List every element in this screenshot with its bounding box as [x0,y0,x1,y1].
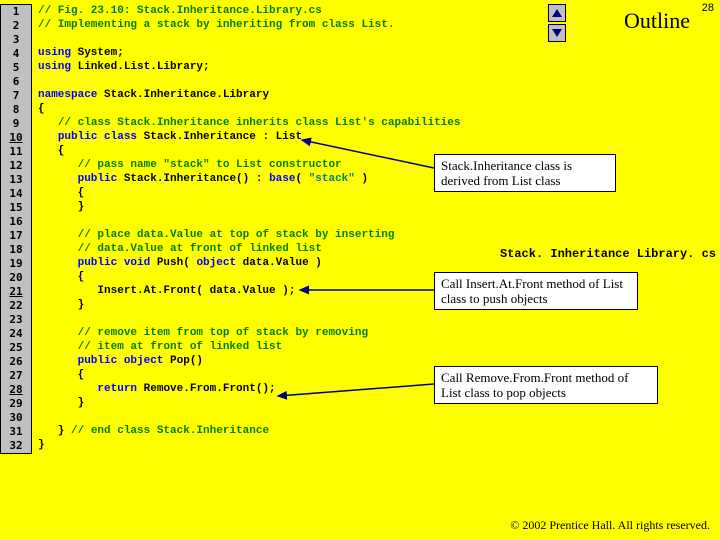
line-number: 20 [1,271,31,285]
code-line: // class Stack.Inheritance inherits clas… [38,116,460,130]
line-number: 22 [1,299,31,313]
line-number: 26 [1,355,31,369]
line-number: 7 [1,89,31,103]
line-number: 21 [1,285,31,299]
code-line: public Stack.Inheritance() : base( "stac… [38,172,460,186]
line-number: 23 [1,313,31,327]
line-number: 10 [1,131,31,145]
line-number: 12 [1,159,31,173]
code-line [38,74,460,88]
line-number: 11 [1,145,31,159]
line-number: 6 [1,75,31,89]
copyright-text: © 2002 Prentice Hall. All rights reserve… [510,518,710,532]
code-line: // data.Value at front of linked list [38,242,460,256]
code-line: public object Pop() [38,354,460,368]
code-line: // item at front of linked list [38,340,460,354]
code-line: return Remove.From.Front(); [38,382,460,396]
line-number: 18 [1,243,31,257]
code-line: // place data.Value at top of stack by i… [38,228,460,242]
line-number: 13 [1,173,31,187]
code-line: } [38,438,460,452]
line-number: 19 [1,257,31,271]
code-line: using Linked.List.Library; [38,60,460,74]
line-number: 27 [1,369,31,383]
line-number: 16 [1,215,31,229]
callout-box: Stack.Inheritance class is derived from … [434,154,616,192]
line-number-gutter: 1234567891011121314151617181920212223242… [0,4,32,454]
code-line [38,214,460,228]
code-line: public class Stack.Inheritance : List [38,130,460,144]
code-line: Insert.At.Front( data.Value ); [38,284,460,298]
code-line: } [38,396,460,410]
line-number: 24 [1,327,31,341]
code-line: // pass name "stack" to List constructor [38,158,460,172]
chevron-down-icon [552,29,562,37]
code-line: namespace Stack.Inheritance.Library [38,88,460,102]
line-number: 31 [1,425,31,439]
chevron-up-icon [552,9,562,17]
scroll-down-button[interactable] [548,24,566,42]
line-number: 9 [1,117,31,131]
file-name-label: Stack. Inheritance Library. cs [500,246,716,262]
line-number: 28 [1,383,31,397]
line-number: 32 [1,439,31,453]
code-line: { [38,186,460,200]
callout-box: Call Remove.From.Front method of List cl… [434,366,658,404]
code-listing: // Fig. 23.10: Stack.Inheritance.Library… [38,4,460,452]
code-line: { [38,270,460,284]
line-number: 25 [1,341,31,355]
code-line: // remove item from top of stack by remo… [38,326,460,340]
line-number: 29 [1,397,31,411]
outline-heading: Outline [624,8,690,34]
code-line: { [38,144,460,158]
code-line: } [38,298,460,312]
line-number: 5 [1,61,31,75]
code-line: { [38,368,460,382]
line-number: 1 [1,5,31,19]
line-number: 14 [1,187,31,201]
callout-box: Call Insert.At.Front method of List clas… [434,272,638,310]
line-number: 3 [1,33,31,47]
code-line: public void Push( object data.Value ) [38,256,460,270]
code-line: // Fig. 23.10: Stack.Inheritance.Library… [38,4,460,18]
line-number: 17 [1,229,31,243]
line-number: 8 [1,103,31,117]
code-line [38,32,460,46]
line-number: 4 [1,47,31,61]
line-number: 30 [1,411,31,425]
code-line: } [38,200,460,214]
code-line: { [38,102,460,116]
code-line: } // end class Stack.Inheritance [38,424,460,438]
scroll-up-button[interactable] [548,4,566,22]
code-line: // Implementing a stack by inheriting fr… [38,18,460,32]
line-number: 2 [1,19,31,33]
code-line [38,410,460,424]
code-line [38,312,460,326]
page-number: 28 [702,2,714,14]
code-line: using System; [38,46,460,60]
line-number: 15 [1,201,31,215]
